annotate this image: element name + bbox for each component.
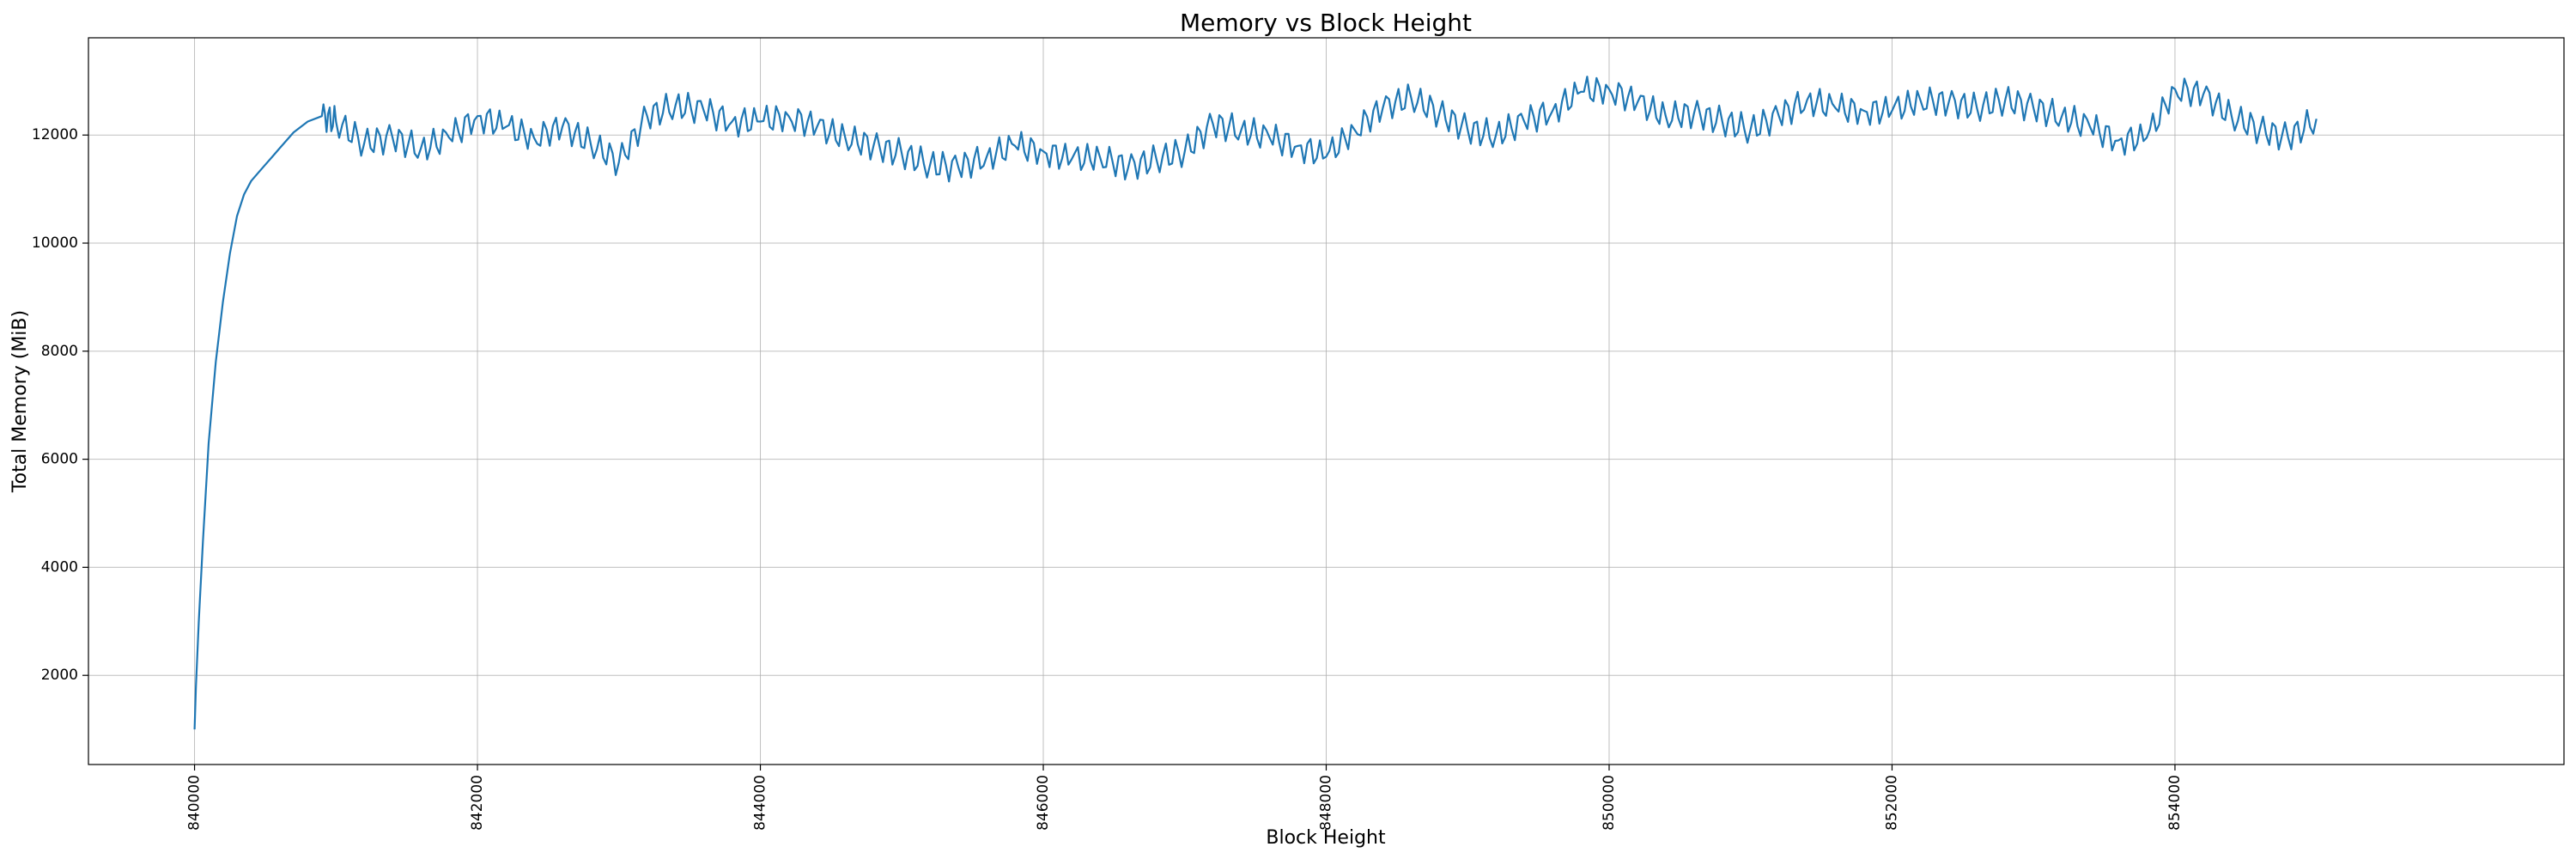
y-tick-label: 10000 [32, 235, 78, 252]
tick-layer: 840000 842000 844000 846000 848000 850000 8520… [32, 126, 2184, 831]
x-tick-label: 848000 [1318, 775, 1335, 831]
memory-series-line [193, 76, 2318, 730]
grid-layer [88, 38, 2564, 765]
y-tick-label: 8000 [41, 343, 78, 360]
x-tick-label: 850000 [1601, 775, 1618, 831]
x-tick-label: 846000 [1035, 775, 1052, 831]
x-axis-label: Block Height [1266, 827, 1386, 849]
y-tick-label: 2000 [41, 667, 78, 684]
x-tick-label: 854000 [2166, 775, 2184, 831]
x-tick-label: 852000 [1883, 775, 1900, 831]
x-tick-label: 842000 [469, 775, 486, 831]
chart-title: Memory vs Block Height [1180, 9, 1472, 37]
x-tick-label: 840000 [186, 775, 204, 831]
x-tick-label: 844000 [752, 775, 769, 831]
y-tick-label: 12000 [32, 126, 78, 143]
y-tick-label: 6000 [41, 451, 78, 468]
y-axis-label: Total Memory (MiB) [9, 310, 31, 493]
y-tick-label: 4000 [41, 558, 78, 576]
